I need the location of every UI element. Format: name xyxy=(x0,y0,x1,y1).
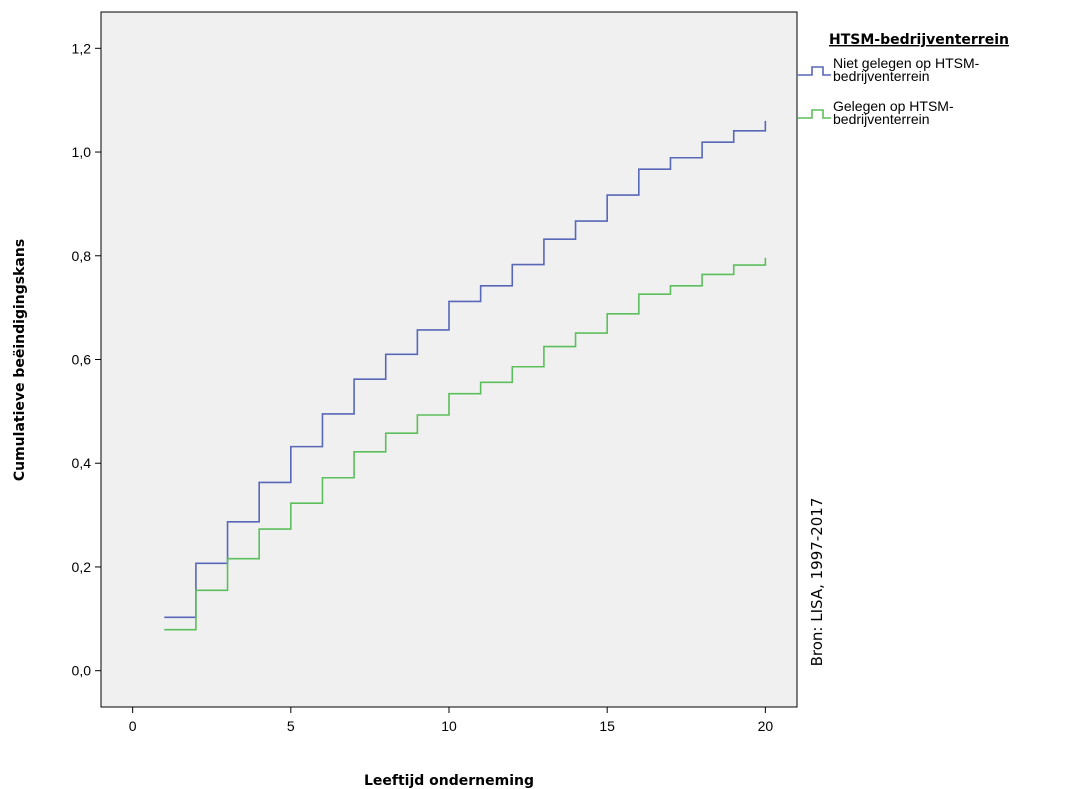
x-tick-label: 20 xyxy=(758,718,774,734)
y-tick-label: 0,6 xyxy=(72,352,92,368)
y-tick-label: 0,2 xyxy=(72,559,92,575)
plot-area xyxy=(100,11,798,708)
legend-title: HTSM-bedrijventerrein xyxy=(829,32,1009,48)
legend-label: Gelegen op HTSM- xyxy=(833,98,954,114)
legend-swatch xyxy=(798,109,831,119)
y-axis: 0,0 0,2 0,4 0,6 0,8 1,0 1,2 xyxy=(72,40,101,679)
legend-label: Niet gelegen op HTSM- xyxy=(833,55,980,71)
legend-label: bedrijventerrein xyxy=(833,111,930,127)
x-tick-label: 10 xyxy=(441,718,457,734)
x-tick-label: 5 xyxy=(287,718,295,734)
y-tick-label: 0,0 xyxy=(72,663,92,679)
y-tick-label: 0,4 xyxy=(72,455,92,471)
legend: HTSM-bedrijventerrein Niet gelegen op HT… xyxy=(798,32,1009,127)
x-tick-label: 0 xyxy=(129,718,137,734)
series-line-2 xyxy=(164,257,767,631)
x-axis: 0 5 10 15 20 xyxy=(129,707,774,734)
legend-label: bedrijventerrein xyxy=(833,68,930,84)
y-tick-label: 1,2 xyxy=(72,40,92,56)
y-axis-title: Cumulatieve beëindigingskans xyxy=(12,239,28,481)
x-tick-label: 15 xyxy=(599,718,615,734)
legend-swatch xyxy=(798,66,831,76)
x-axis-title: Leeftijd onderneming xyxy=(364,773,534,789)
series-line-1 xyxy=(164,120,767,619)
source-note: Bron: LISA, 1997-2017 xyxy=(808,498,826,667)
legend-entry-1: Niet gelegen op HTSM-bedrijventerrein xyxy=(798,55,980,84)
series-layer xyxy=(164,120,767,631)
y-tick-label: 0,8 xyxy=(72,248,92,264)
y-tick-label: 1,0 xyxy=(72,144,92,160)
legend-entry-2: Gelegen op HTSM-bedrijventerrein xyxy=(798,98,954,127)
